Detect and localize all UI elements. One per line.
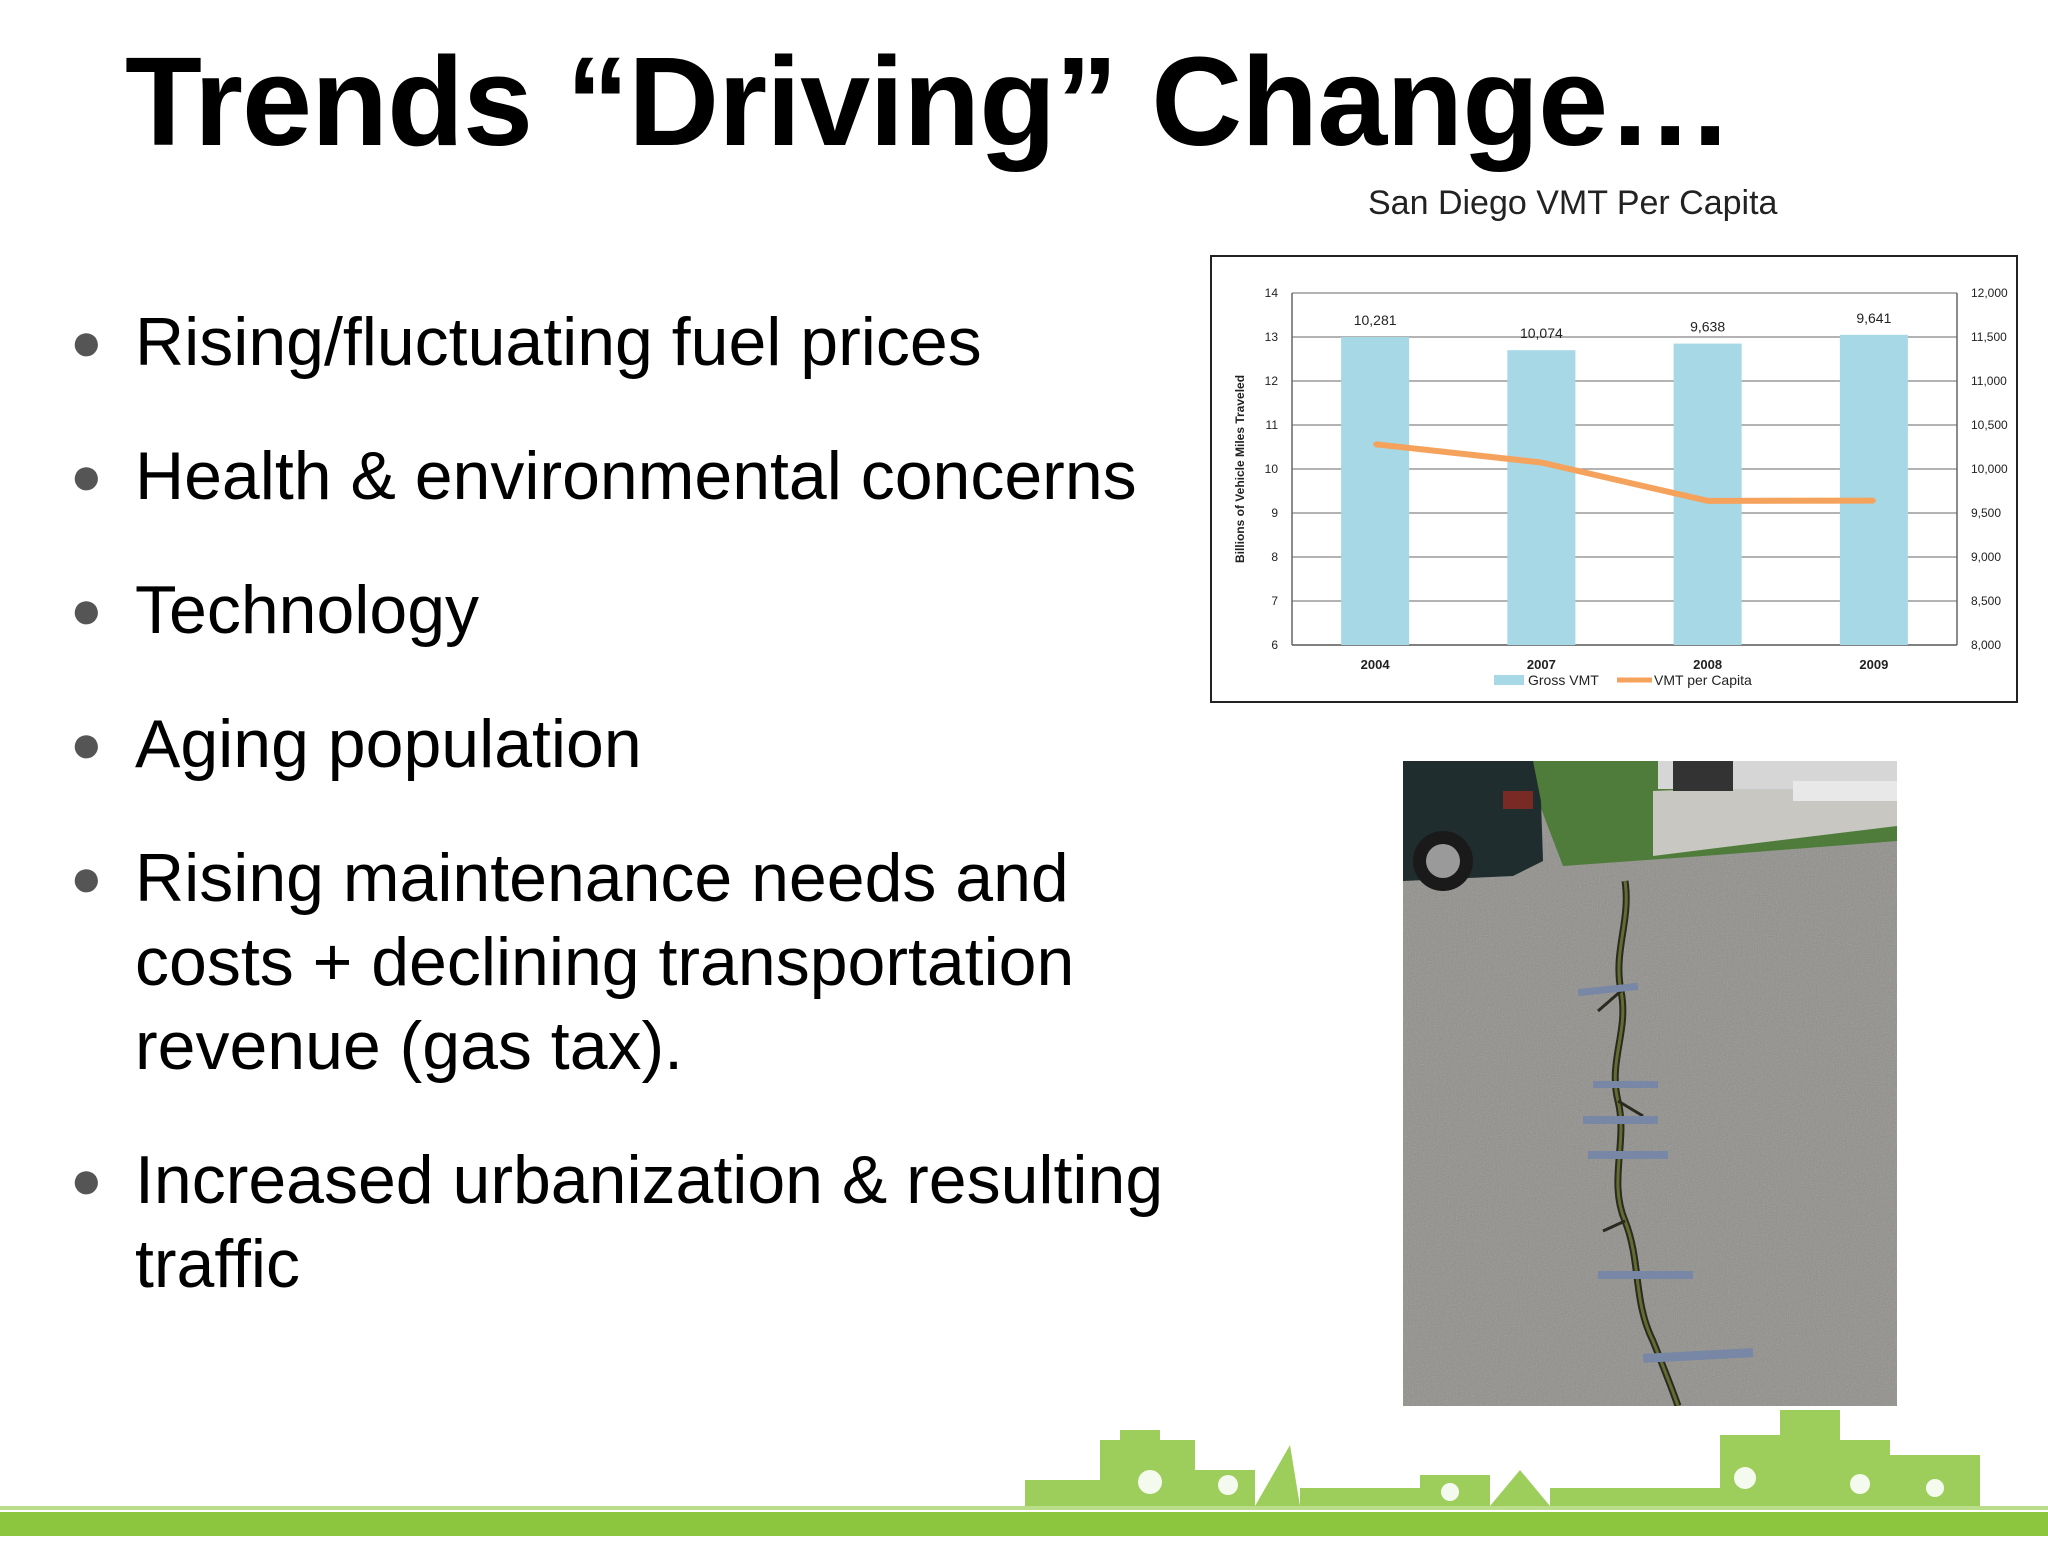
line-vmt-per-capita <box>1374 441 1874 504</box>
data-label: 9,638 <box>1690 319 1725 335</box>
line-point <box>1871 498 1876 503</box>
vmt-chart: 6 7 8 9 10 11 12 13 14 8,000 8,500 9,000 9,500 10,000… <box>1210 255 2018 703</box>
y-tick-label: 13 <box>1265 330 1279 344</box>
legend-label-gross-vmt: Gross VMT <box>1528 672 1599 688</box>
bullet-item: ● Rising maintenance needs and costs + de… <box>70 836 1200 1088</box>
line-point <box>1539 460 1544 465</box>
bullet-item: ● Technology <box>70 568 1200 652</box>
y-tick-label: 11 <box>1266 418 1279 432</box>
legend-swatch-gross-vmt <box>1494 675 1524 685</box>
data-label: 9,641 <box>1856 310 1891 326</box>
line-point <box>1705 498 1710 503</box>
bullet-list: ● Rising/fluctuating fuel prices ● Health … <box>70 300 1200 1356</box>
bullet-dot-icon: ● <box>70 580 103 640</box>
bar-gross-vmt <box>1507 350 1576 645</box>
line-point <box>1373 442 1378 447</box>
bar-gross-vmt <box>1839 334 1908 645</box>
y-tick-label: 14 <box>1265 286 1279 300</box>
y-tick-label: 6 <box>1271 638 1278 652</box>
y-tick-label: 12 <box>1265 374 1279 388</box>
bullet-text: Health & environmental concerns <box>135 438 1137 514</box>
bullet-dot-icon: ● <box>70 1150 103 1210</box>
bullet-text: Increased urbanization & resulting traff… <box>135 1142 1164 1302</box>
y2-tick-label: 10,500 <box>1971 418 2008 432</box>
x-tick-label: 2009 <box>1859 657 1888 672</box>
y-tick-label: 9 <box>1271 506 1278 520</box>
bullet-item: ● Rising/fluctuating fuel prices <box>70 300 1200 384</box>
bullet-item: ● Increased urbanization & resulting traf… <box>70 1138 1200 1306</box>
bullet-dot-icon: ● <box>70 312 103 372</box>
bullet-item: ● Aging population <box>70 702 1200 786</box>
cracked-road-photo <box>1403 761 1897 1406</box>
y2-tick-label: 8,000 <box>1971 638 2001 652</box>
bar-gross-vmt <box>1341 337 1410 645</box>
bullet-text: Rising maintenance needs and costs + dec… <box>135 840 1075 1084</box>
bullet-dot-icon: ● <box>70 714 103 774</box>
y2-tick-label: 11,000 <box>1971 374 2007 388</box>
vmt-chart-svg: 6 7 8 9 10 11 12 13 14 8,000 8,500 9,000 9,500 10,000… <box>1233 286 2008 688</box>
data-label: 10,074 <box>1520 325 1563 341</box>
bullet-dot-icon: ● <box>70 848 103 908</box>
x-tick-label: 2007 <box>1527 657 1556 672</box>
y2-tick-label: 9,500 <box>1971 506 2001 520</box>
y-tick-label: 7 <box>1271 594 1278 608</box>
legend-label-vmt-per-capita: VMT per Capita <box>1654 672 1752 688</box>
x-tick-label: 2004 <box>1361 657 1391 672</box>
y2-tick-label: 9,000 <box>1971 550 2001 564</box>
y2-tick-label: 10,000 <box>1971 462 2008 476</box>
y-axis-label: Billions of Vehicle Miles Traveled <box>1233 375 1247 563</box>
slide-title: Trends “Driving” Change… <box>125 31 1733 172</box>
data-label: 10,281 <box>1354 312 1397 328</box>
chart-caption: San Diego VMT Per Capita <box>1368 184 1778 222</box>
y-tick-label: 10 <box>1265 462 1279 476</box>
bullet-dot-icon: ● <box>70 446 103 506</box>
y2-tick-label: 8,500 <box>1971 594 2001 608</box>
bullet-text: Aging population <box>135 706 642 782</box>
bullet-text: Technology <box>135 572 480 648</box>
bullet-text: Rising/fluctuating fuel prices <box>135 304 982 380</box>
bullet-item: ● Health & environmental concerns <box>70 434 1200 518</box>
y2-tick-label: 11,500 <box>1971 330 2007 344</box>
green-skyline-banner <box>0 1400 2048 1536</box>
y-tick-label: 8 <box>1271 550 1278 564</box>
y2-tick-label: 12,000 <box>1971 286 2008 300</box>
x-tick-label: 2008 <box>1693 657 1722 672</box>
